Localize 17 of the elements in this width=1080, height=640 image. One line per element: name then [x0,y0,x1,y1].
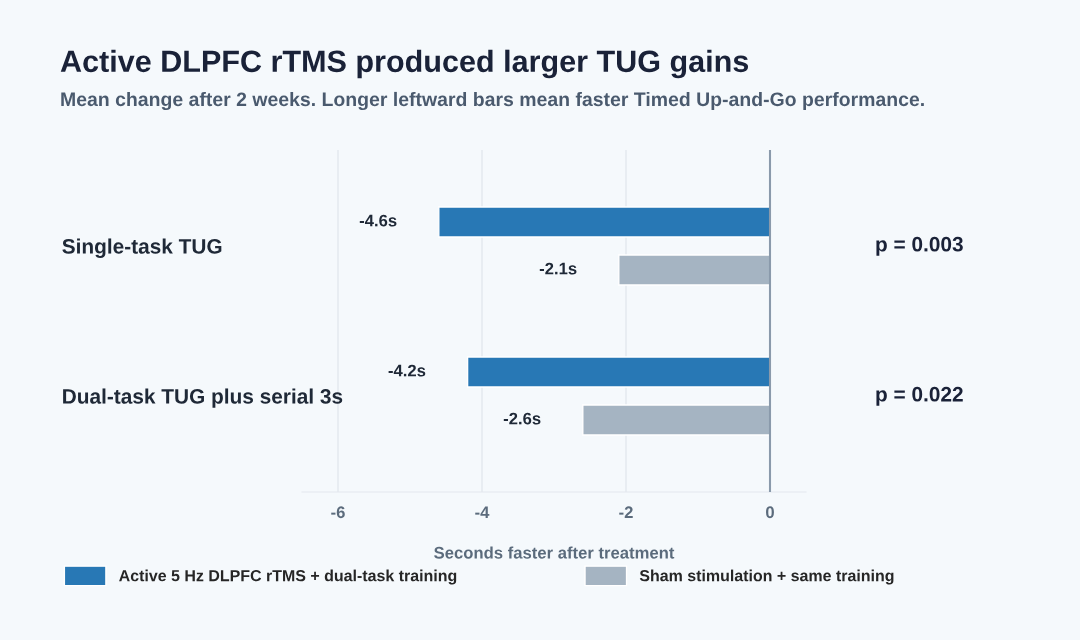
data-label: -2.6s [503,412,541,425]
data-label: -4.2s [388,364,426,377]
legend-label: Sham stimulation + same training [639,569,894,585]
chart-subtitle: Mean change after 2 weeks. Longer leftward bars mean faster Timed Up-and-Go performance. [61,91,924,111]
y-tick-label: Single-task TUG [62,238,222,258]
x-tick-label: -6 [331,506,345,519]
data-label: -4.6s [359,214,397,227]
x-tick-label: -2 [619,506,633,518]
chart-title: Active DLPFC rTMS produced larger TUG gains [60,49,749,79]
text: p = 0.022 [876,386,963,406]
y-tick-label: Dual-task TUG plus serial 3s [63,388,343,408]
data-label: -2.1s [539,262,577,275]
text: p = 0.003 [876,236,963,256]
legend-label: Active 5 Hz DLPFC rTMS + dual-task training [119,569,457,585]
x-tick-label: -4 [475,506,490,518]
x-axis-title: Seconds faster after treatment [434,546,675,559]
x-tick-label: 0 [766,506,774,519]
